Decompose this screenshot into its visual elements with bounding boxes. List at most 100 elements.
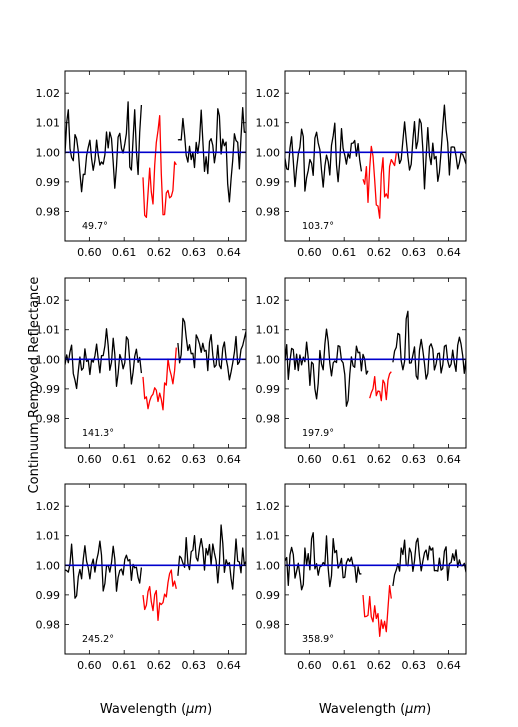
panels-group: 0.60 0.61 0.62 0.63 0.64 0.98 0.99 1.00 1.01 1.02… <box>36 70 467 672</box>
panel-angle-label: 103.7° <box>302 221 334 232</box>
x-tick-label: 0.63 <box>402 659 427 672</box>
x-tick-label: 0.62 <box>367 246 392 259</box>
x-tick-label: 0.64 <box>436 659 461 672</box>
x-tick-label: 0.62 <box>147 246 172 259</box>
axes-frame <box>284 70 467 242</box>
x-axis-label-left: Wavelength (μm) <box>100 702 212 717</box>
x-tick-label: 0.64 <box>436 453 461 466</box>
panel-angle-label: 49.7° <box>82 221 108 232</box>
x-tick-label: 0.60 <box>77 453 102 466</box>
x-axis-label-right-suffix: ) <box>426 702 431 717</box>
y-tick-label: 1.02 <box>36 87 61 100</box>
plot-area <box>65 101 246 219</box>
y-tick-label: 1.02 <box>256 87 281 100</box>
panel-angle-label: 358.9° <box>302 634 334 645</box>
axes-frame <box>64 70 247 242</box>
x-tick-label: 0.61 <box>112 246 137 259</box>
y-tick-label: 1.01 <box>36 117 61 130</box>
x-tick-label: 0.63 <box>182 246 207 259</box>
y-tick-label: 1.01 <box>256 117 281 130</box>
x-tick-label: 0.60 <box>77 246 102 259</box>
x-axis-label-right-prefix: Wavelength ( <box>319 702 405 717</box>
x-tick-label: 0.61 <box>112 659 137 672</box>
y-tick-label: 0.99 <box>256 383 281 396</box>
absorption-band-line <box>142 114 177 219</box>
x-tick-label: 0.62 <box>367 659 392 672</box>
spectrum-line-right <box>392 537 466 587</box>
y-tick-label: 1.00 <box>256 353 281 366</box>
y-tick-label: 1.00 <box>36 146 61 159</box>
x-tick-label: 0.64 <box>436 246 461 259</box>
spectrum-line-left <box>285 532 362 591</box>
x-tick-label: 0.63 <box>182 453 207 466</box>
plot-area <box>285 310 466 407</box>
y-tick-label: 0.99 <box>256 176 281 189</box>
spectrum-line-left <box>65 328 143 390</box>
y-tick-label: 1.02 <box>36 294 61 307</box>
x-tick-label: 0.60 <box>77 659 102 672</box>
y-tick-label: 0.98 <box>256 412 281 425</box>
panel-6: 0.60 0.61 0.62 0.63 0.64 0.98 0.99 1.00 1.01 1.02… <box>256 483 467 672</box>
x-tick-label: 0.60 <box>297 246 322 259</box>
x-tick-label: 0.63 <box>402 246 427 259</box>
y-tick-label: 0.98 <box>36 205 61 218</box>
y-tick-label: 1.01 <box>256 324 281 337</box>
y-tick-label: 1.02 <box>256 294 281 307</box>
panel-1: 0.60 0.61 0.62 0.63 0.64 0.98 0.99 1.00 1.01 1.02… <box>36 70 247 259</box>
x-axis-label-left-suffix: ) <box>207 702 212 717</box>
x-axis-label-left-prefix: Wavelength ( <box>100 702 186 717</box>
y-tick-label: 0.99 <box>36 176 61 189</box>
panel-angle-label: 141.3° <box>82 428 114 439</box>
x-tick-label: 0.64 <box>216 246 241 259</box>
y-tick-label: 0.99 <box>36 383 61 396</box>
x-axis-label-left-unit: μm <box>185 702 207 717</box>
y-tick-label: 0.98 <box>36 618 61 631</box>
x-axis-label-right: Wavelength (μm) <box>319 702 431 717</box>
x-tick-label: 0.61 <box>332 246 357 259</box>
spectrum-line-right <box>177 524 246 590</box>
x-tick-label: 0.63 <box>402 453 427 466</box>
absorption-band-line <box>369 371 392 402</box>
y-tick-label: 1.00 <box>256 146 281 159</box>
y-axis-label: Continuum Removed Reflectance <box>27 277 42 494</box>
axes-frame <box>284 483 467 655</box>
x-tick-label: 0.61 <box>112 453 137 466</box>
panel-angle-label: 197.9° <box>302 428 334 439</box>
y-tick-label: 0.98 <box>256 205 281 218</box>
spectrum-line-right <box>392 310 466 380</box>
plot-area <box>285 104 466 219</box>
absorption-band-line <box>142 347 177 411</box>
y-tick-label: 1.01 <box>36 530 61 543</box>
axes-frame <box>284 277 467 449</box>
panel-5: 0.60 0.61 0.62 0.63 0.64 0.98 0.99 1.00 1.01 1.02… <box>36 483 247 672</box>
panel-angle-label: 245.2° <box>82 634 114 645</box>
x-tick-label: 0.61 <box>332 659 357 672</box>
y-tick-label: 1.00 <box>256 559 281 572</box>
axes-frame <box>64 277 247 449</box>
x-tick-label: 0.60 <box>297 453 322 466</box>
y-tick-label: 1.00 <box>36 559 61 572</box>
panel-4: 0.60 0.61 0.62 0.63 0.64 0.98 0.99 1.00 1.01 1.02… <box>256 277 467 466</box>
plot-area <box>65 524 246 622</box>
spectrum-line-right <box>397 104 466 190</box>
x-axis-label-right-unit: μm <box>404 702 426 717</box>
spectrum-line-right <box>177 107 246 203</box>
spectrum-line-left <box>285 328 369 407</box>
x-tick-label: 0.62 <box>147 453 172 466</box>
spectrum-line-left <box>65 101 143 193</box>
spectrum-line-left <box>65 540 143 599</box>
panel-3: 0.60 0.61 0.62 0.63 0.64 0.98 0.99 1.00 1.01 1.02… <box>36 277 247 466</box>
y-tick-label: 0.99 <box>36 589 61 602</box>
y-tick-label: 1.01 <box>36 324 61 337</box>
y-tick-label: 0.98 <box>36 412 61 425</box>
x-tick-label: 0.64 <box>216 659 241 672</box>
x-tick-label: 0.64 <box>216 453 241 466</box>
y-tick-label: 1.02 <box>256 500 281 513</box>
absorption-band-line <box>362 585 392 637</box>
y-tick-label: 0.98 <box>256 618 281 631</box>
y-tick-label: 1.01 <box>256 530 281 543</box>
x-tick-label: 0.63 <box>182 659 207 672</box>
axes-frame <box>64 483 247 655</box>
spectrum-line-right <box>177 317 246 381</box>
